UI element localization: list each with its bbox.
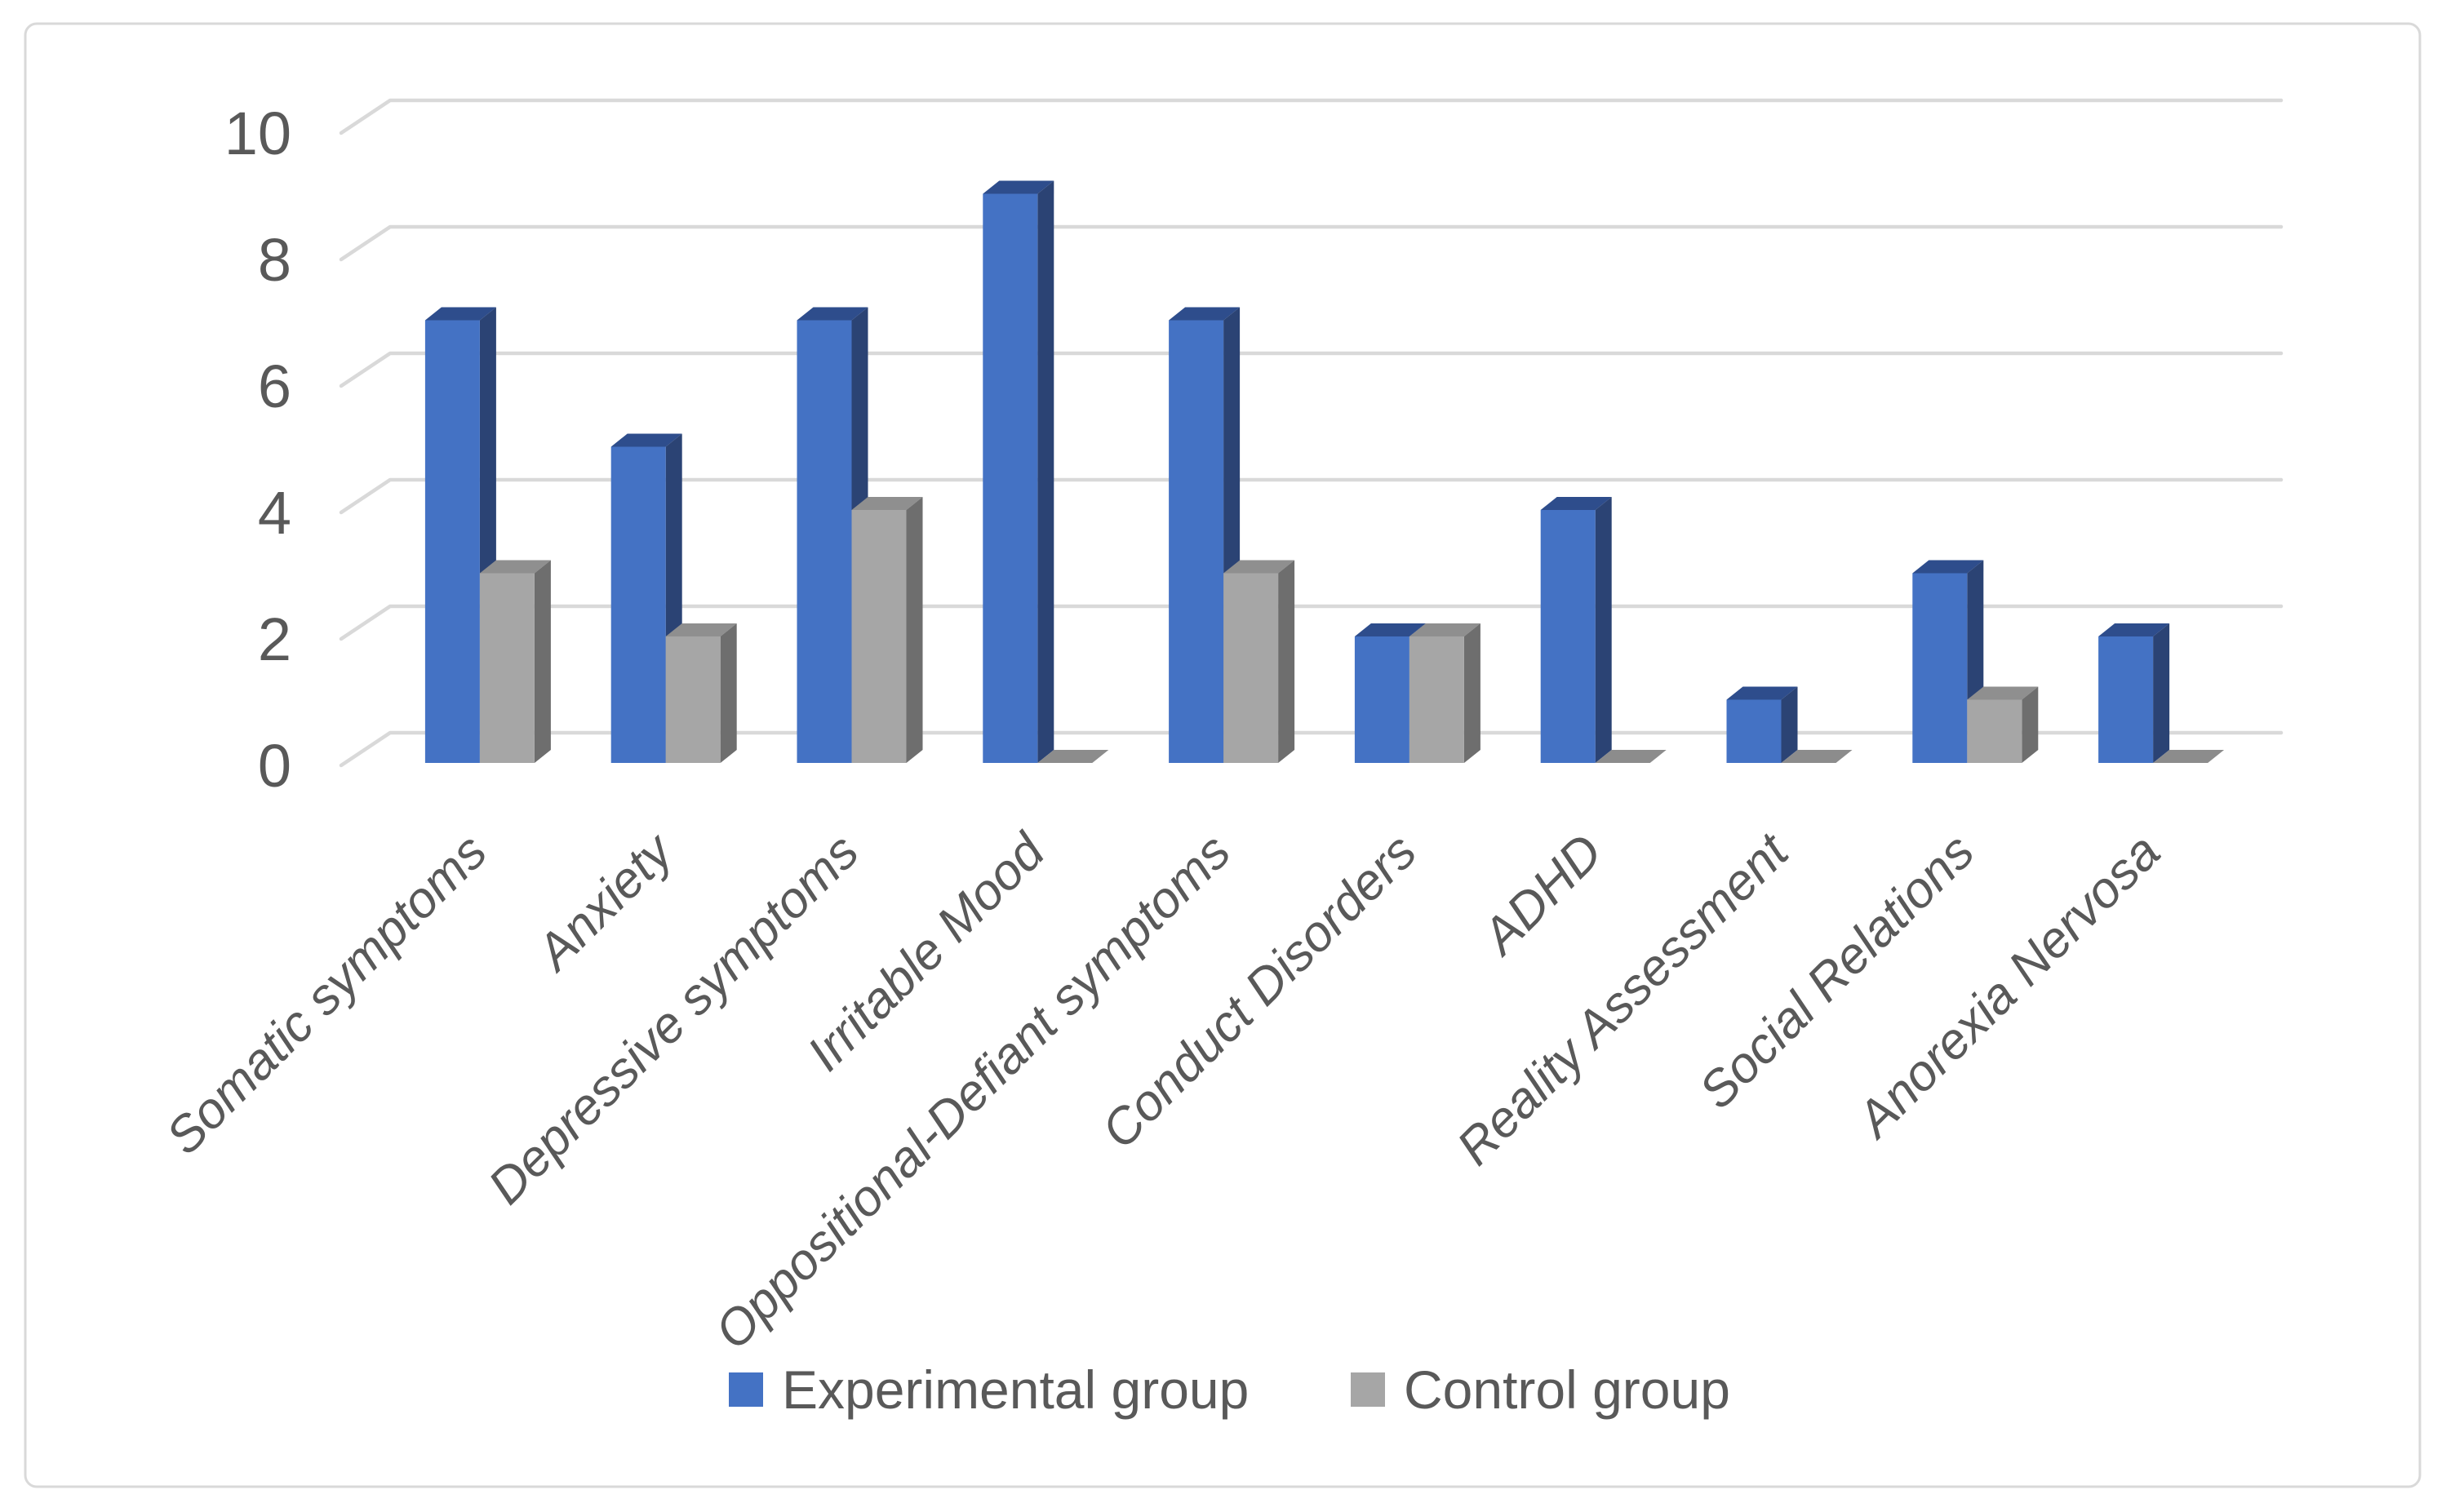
bar-experimental-group-conduct-disorders-top: [1354, 623, 1426, 636]
bar-experimental-group-irritable-mood-top: [983, 180, 1054, 194]
bar-experimental-group-oppositional-defiant-symptoms-top: [1169, 307, 1241, 321]
bar-experimental-group-reality-assessment-front: [1726, 699, 1782, 763]
bar-experimental-group-anxiety-top: [610, 433, 682, 447]
bar-experimental-group-irritable-mood-front: [983, 193, 1038, 763]
bar-control-group-depressive-symptoms-top: [851, 497, 923, 510]
bar-experimental-group-anorexia-nervosa-top: [2098, 623, 2170, 636]
bar-control-group-reality-assessment-zero: [1781, 750, 1853, 763]
y-tick-10: 10: [224, 100, 291, 167]
bar-control-group-oppositional-defiant-symptoms-front: [1223, 573, 1279, 763]
bar-experimental-group-social-relations-front: [1912, 573, 1968, 763]
legend-swatch-experimental-group: [729, 1372, 763, 1407]
bar-control-group-oppositional-defiant-symptoms-side: [1278, 560, 1295, 763]
legend-label-experimental-group: Experimental group: [782, 1359, 1249, 1420]
gridline-4: [339, 477, 2284, 515]
bar-experimental-group-anorexia-nervosa-front: [2098, 636, 2154, 763]
bar-control-group-social-relations-top: [1967, 686, 2039, 700]
gridline-10: [339, 98, 2284, 135]
bar-experimental-group-adhd-front: [1540, 510, 1596, 763]
bar-control-group-irritable-mood-zero: [1037, 750, 1109, 763]
bar-control-group-anxiety-front: [665, 636, 721, 763]
bar-control-group-oppositional-defiant-symptoms-top: [1223, 560, 1295, 574]
bar-control-group-conduct-disorders-front: [1409, 636, 1464, 763]
bar-control-group-conduct-disorders-top: [1409, 623, 1480, 636]
bar-experimental-group-adhd-top: [1540, 497, 1612, 510]
bar-control-group-depressive-symptoms-side: [906, 497, 923, 763]
legend-label-control-group: Control group: [1404, 1359, 1730, 1420]
bar-experimental-group-adhd-side: [1595, 497, 1612, 763]
bar-control-group-anxiety-side: [720, 623, 737, 763]
bar-control-group-social-relations-front: [1967, 699, 2022, 763]
bar-experimental-group-anorexia-nervosa-side: [2153, 623, 2170, 763]
y-tick-8: 8: [258, 226, 291, 294]
bar-control-group-anorexia-nervosa-zero: [2153, 750, 2225, 763]
bar-experimental-group-reality-assessment-top: [1726, 686, 1798, 700]
bar-control-group-conduct-disorders-side: [1463, 623, 1480, 763]
bar-experimental-group-somatic-symptoms-front: [424, 320, 480, 763]
bar-control-group-adhd-zero: [1595, 750, 1667, 763]
y-tick-2: 2: [258, 605, 291, 673]
bar-control-group-somatic-symptoms-front: [479, 573, 535, 763]
bar-control-group-depressive-symptoms-front: [851, 510, 907, 763]
gridline-6: [339, 351, 2284, 388]
bar-experimental-group-depressive-symptoms-top: [797, 307, 868, 321]
gridline-8: [339, 224, 2284, 262]
bar-experimental-group-oppositional-defiant-symptoms-front: [1169, 320, 1224, 763]
bar-experimental-group-anxiety-front: [610, 446, 666, 763]
bar-control-group-social-relations-side: [2022, 686, 2039, 763]
bar-control-group-anxiety-top: [665, 623, 737, 636]
bar-experimental-group-reality-assessment-side: [1781, 686, 1798, 763]
bar-experimental-group-conduct-disorders-front: [1354, 636, 1409, 763]
bar-experimental-group-somatic-symptoms-top: [424, 307, 496, 321]
y-tick-6: 6: [258, 353, 291, 420]
gridline-0: [339, 730, 2284, 768]
gridline-2: [339, 604, 2284, 641]
bar-experimental-group-social-relations-top: [1912, 560, 1984, 574]
bar-experimental-group-irritable-mood-side: [1037, 180, 1054, 763]
bar-experimental-group-depressive-symptoms-front: [797, 320, 852, 763]
y-tick-4: 4: [258, 479, 291, 547]
bar-control-group-somatic-symptoms-side: [534, 560, 551, 763]
y-tick-0: 0: [258, 732, 291, 800]
legend-swatch-control-group: [1351, 1372, 1385, 1407]
bar-control-group-somatic-symptoms-top: [479, 560, 551, 574]
